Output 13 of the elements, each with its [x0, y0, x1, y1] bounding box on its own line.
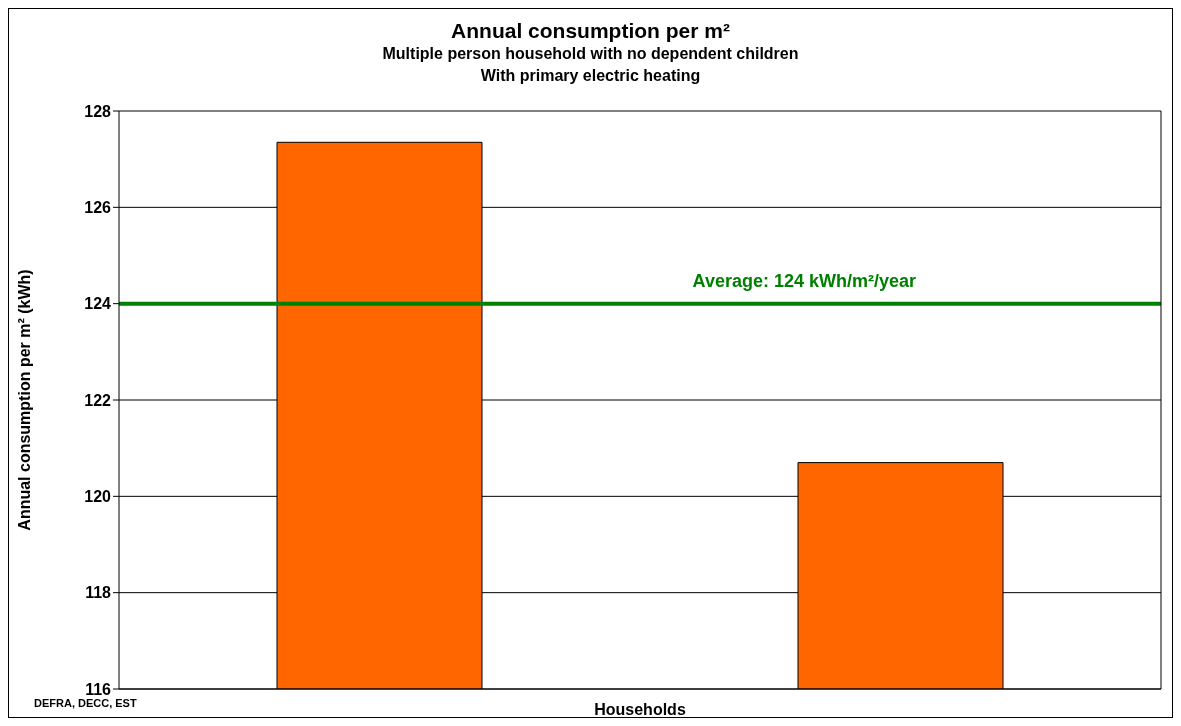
- chart-title: Annual consumption per m²: [450, 19, 731, 43]
- chart-subtitle: Multiple person household with no dependent children With primary electric heating: [381, 44, 800, 86]
- y-tick-label: 124: [84, 295, 112, 313]
- y-tick-label: 118: [85, 584, 112, 602]
- y-tick-label: 126: [84, 199, 112, 217]
- y-tick-label: 122: [84, 391, 112, 409]
- y-tick-label: 116: [85, 680, 112, 698]
- y-tick-label: 128: [84, 102, 112, 120]
- y-axis-title: Annual consumption per m² (kWh): [15, 269, 33, 531]
- text: DEFRA, DECC, EST: [34, 697, 137, 709]
- ref-line-label: Average: 124 kWh/m²/year: [692, 271, 916, 292]
- y-tick-label: 120: [84, 488, 112, 506]
- x-axis-title: Households: [594, 701, 686, 718]
